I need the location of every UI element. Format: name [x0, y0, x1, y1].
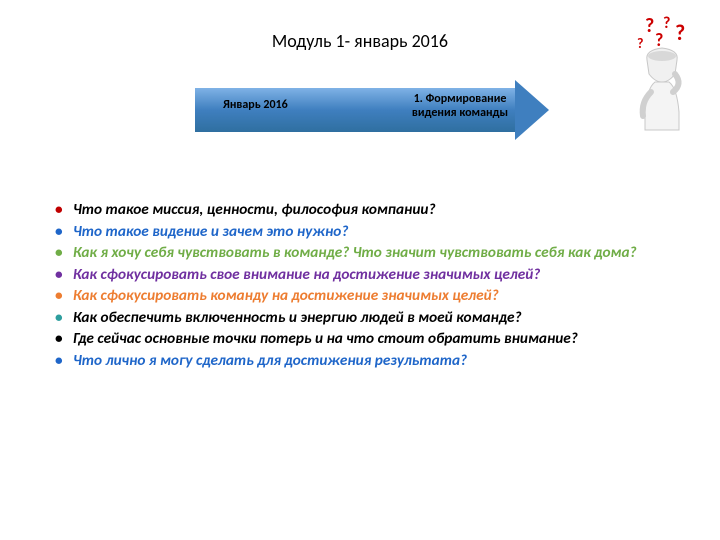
- bullet-item: Как обеспечить включенность и энергию лю…: [55, 308, 665, 328]
- svg-text:?: ?: [637, 35, 644, 52]
- bullet-item: Как сфокусировать свое внимание на дости…: [55, 265, 665, 285]
- svg-text:?: ?: [645, 14, 654, 38]
- arrow-label-left: Январь 2016: [223, 98, 288, 112]
- bullet-item: Где сейчас основные точки потерь и на чт…: [55, 329, 665, 349]
- svg-text:?: ?: [663, 14, 670, 33]
- svg-text:?: ?: [675, 19, 685, 46]
- bullet-item: Что лично я могу сделать для достижения …: [55, 351, 665, 371]
- bullet-item: Как сфокусировать команду на достижение …: [55, 286, 665, 306]
- bullet-list: Что такое миссия, ценности, философия ко…: [55, 200, 665, 373]
- bullet-item: Как я хочу себя чувствовать в команде? Ч…: [55, 243, 665, 263]
- arrow-label-right: 1. Формирование видения команды: [395, 92, 525, 121]
- bullet-item: Что такое видение и зачем это нужно?: [55, 222, 665, 242]
- page-title: Модуль 1- январь 2016: [0, 30, 720, 52]
- bullet-item: Что такое миссия, ценности, философия ко…: [55, 200, 665, 220]
- timeline-arrow: Январь 2016 1. Формирование видения кома…: [195, 80, 550, 140]
- thinking-figure-icon: ? ? ? ? ?: [625, 12, 700, 132]
